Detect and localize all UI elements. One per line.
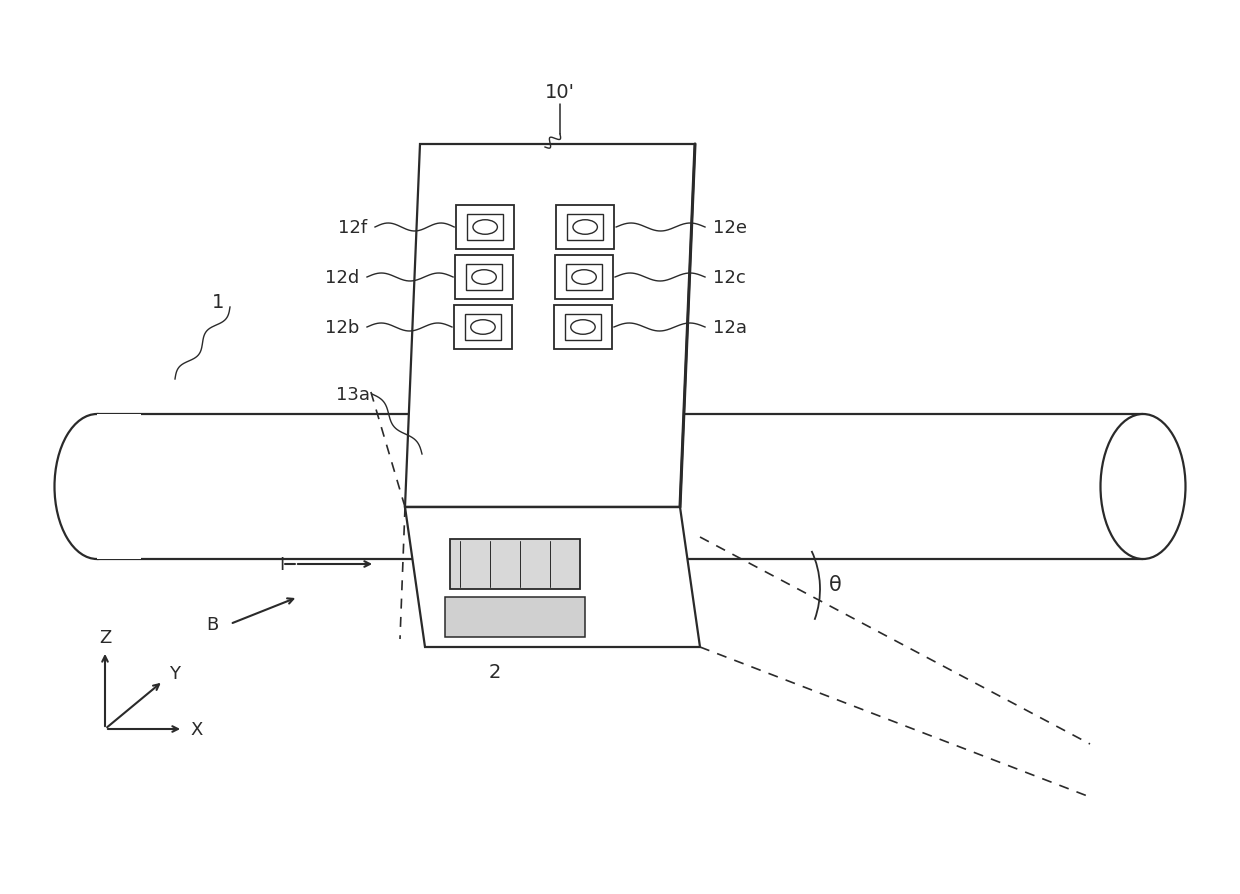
Text: 12b: 12b — [325, 318, 360, 337]
Text: X: X — [191, 721, 203, 738]
Bar — [450, 539, 580, 589]
Polygon shape — [405, 508, 701, 647]
Bar — [97, 415, 141, 560]
Bar — [467, 215, 503, 240]
Bar — [454, 306, 512, 350]
Text: 10': 10' — [546, 82, 575, 101]
Text: 12e: 12e — [713, 219, 746, 237]
Bar — [465, 315, 501, 341]
Bar — [456, 206, 515, 249]
Text: 2: 2 — [489, 662, 501, 680]
Text: Z: Z — [99, 628, 112, 646]
Bar — [554, 306, 613, 350]
Bar — [557, 206, 614, 249]
Text: I: I — [279, 555, 285, 573]
Text: Y: Y — [170, 664, 181, 682]
Text: 12a: 12a — [713, 318, 746, 337]
Ellipse shape — [55, 415, 140, 560]
Bar — [565, 315, 601, 341]
Text: 13a: 13a — [336, 385, 370, 403]
Text: B: B — [206, 615, 218, 633]
Bar — [445, 597, 585, 637]
Bar — [466, 265, 502, 291]
Ellipse shape — [1101, 415, 1185, 560]
Bar — [455, 256, 513, 299]
Text: 12c: 12c — [713, 269, 745, 287]
Text: θ: θ — [828, 574, 842, 595]
Bar — [556, 256, 613, 299]
Text: 12f: 12f — [337, 219, 367, 237]
Text: 12d: 12d — [325, 269, 360, 287]
Text: 1: 1 — [212, 293, 224, 312]
Bar — [567, 265, 603, 291]
Polygon shape — [405, 145, 694, 508]
Bar — [567, 215, 603, 240]
